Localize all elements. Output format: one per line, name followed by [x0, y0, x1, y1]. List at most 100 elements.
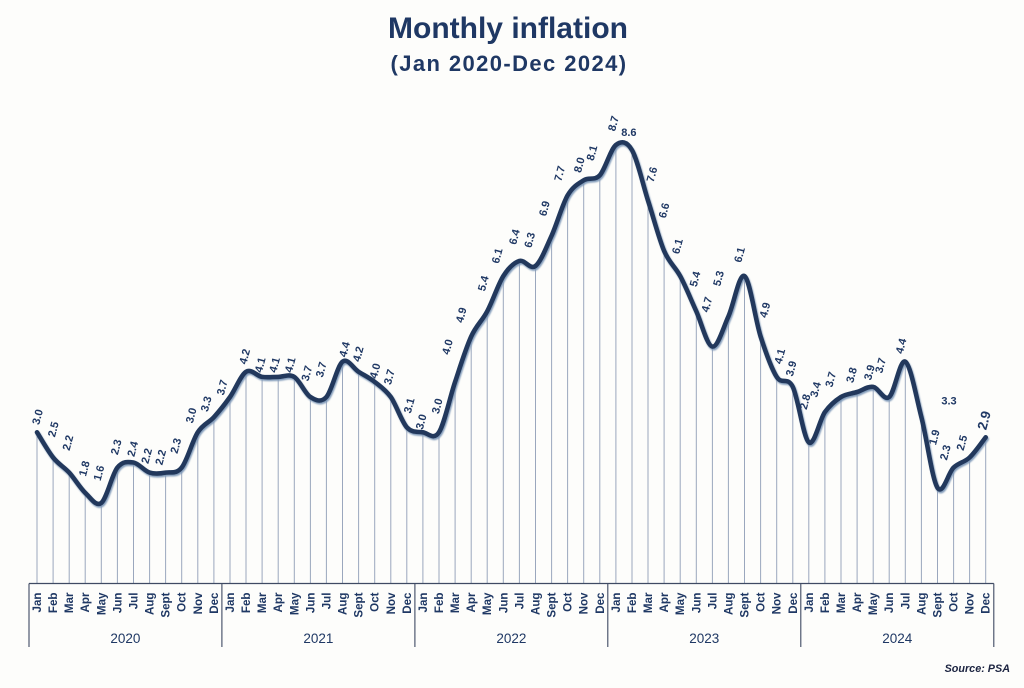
svg-text:5.4: 5.4	[476, 274, 492, 293]
svg-text:Nov: Nov	[192, 592, 205, 614]
svg-text:4.9: 4.9	[758, 301, 774, 319]
svg-text:Jan: Jan	[610, 593, 623, 613]
svg-text:Apr: Apr	[851, 592, 864, 612]
svg-text:2.3: 2.3	[109, 438, 125, 456]
svg-text:4.4: 4.4	[894, 336, 910, 355]
svg-text:3.7: 3.7	[215, 379, 231, 397]
svg-text:Dec: Dec	[787, 592, 800, 614]
svg-text:2.3: 2.3	[169, 437, 185, 455]
svg-text:Oct: Oct	[562, 592, 575, 611]
svg-text:6.1: 6.1	[732, 246, 748, 264]
svg-text:Apr: Apr	[658, 592, 671, 612]
svg-text:Oct: Oct	[755, 592, 768, 611]
svg-text:3.7: 3.7	[300, 364, 316, 382]
svg-text:2.2: 2.2	[154, 448, 170, 466]
svg-text:8.0: 8.0	[572, 156, 588, 174]
svg-text:Jun: Jun	[304, 593, 317, 614]
svg-text:Oct: Oct	[948, 592, 961, 611]
svg-text:Mar: Mar	[835, 592, 848, 613]
svg-text:3.7: 3.7	[314, 361, 330, 379]
svg-text:Aug: Aug	[915, 593, 928, 616]
svg-text:Dec: Dec	[401, 592, 414, 614]
svg-text:2021: 2021	[303, 631, 333, 646]
svg-text:Feb: Feb	[240, 593, 253, 614]
svg-text:Apr: Apr	[272, 592, 285, 612]
svg-text:6.4: 6.4	[507, 227, 523, 246]
svg-text:Nov: Nov	[771, 592, 784, 614]
svg-text:2.5: 2.5	[955, 434, 971, 452]
svg-text:Oct: Oct	[369, 592, 382, 611]
svg-text:3.0: 3.0	[184, 407, 200, 425]
svg-text:Sept: Sept	[160, 592, 173, 617]
svg-text:4.1: 4.1	[267, 356, 283, 374]
svg-text:7.7: 7.7	[553, 165, 569, 183]
svg-text:Feb: Feb	[47, 593, 60, 614]
svg-text:2.5: 2.5	[46, 420, 62, 438]
svg-text:Aug: Aug	[144, 593, 157, 616]
svg-text:May: May	[95, 592, 108, 615]
svg-text:3.0: 3.0	[414, 413, 430, 431]
svg-text:3.0: 3.0	[30, 408, 46, 426]
svg-text:6.3: 6.3	[523, 231, 539, 249]
svg-text:4.0: 4.0	[440, 338, 456, 356]
svg-text:Mar: Mar	[63, 592, 76, 613]
svg-text:3.1: 3.1	[402, 397, 418, 415]
svg-text:Mar: Mar	[642, 592, 655, 613]
svg-text:Aug: Aug	[722, 593, 735, 616]
svg-text:Dec: Dec	[594, 592, 607, 614]
svg-text:1.9: 1.9	[927, 428, 943, 446]
svg-text:May: May	[674, 592, 687, 615]
svg-text:8.7: 8.7	[606, 115, 622, 133]
svg-text:Jul: Jul	[899, 593, 912, 610]
svg-text:May: May	[288, 592, 301, 615]
svg-text:4.1: 4.1	[773, 347, 789, 365]
svg-text:5.4: 5.4	[688, 269, 704, 288]
svg-text:2.3: 2.3	[938, 444, 954, 462]
svg-text:2.2: 2.2	[140, 447, 156, 465]
svg-text:Jun: Jun	[690, 593, 703, 614]
svg-text:3.8: 3.8	[844, 366, 860, 384]
svg-text:4.4: 4.4	[337, 340, 353, 359]
svg-text:7.6: 7.6	[645, 166, 661, 184]
svg-text:May: May	[481, 592, 494, 615]
svg-text:4.2: 4.2	[351, 345, 367, 363]
svg-text:3.3: 3.3	[941, 396, 956, 408]
svg-text:May: May	[867, 592, 880, 615]
svg-text:Jun: Jun	[111, 593, 124, 614]
svg-text:4.7: 4.7	[700, 296, 716, 314]
svg-text:Feb: Feb	[626, 593, 639, 614]
svg-text:3.7: 3.7	[873, 357, 889, 375]
svg-text:2.9: 2.9	[975, 409, 994, 431]
svg-text:3.4: 3.4	[808, 380, 824, 399]
svg-text:8.1: 8.1	[585, 144, 601, 162]
svg-text:Jul: Jul	[128, 593, 141, 610]
svg-text:Sept: Sept	[932, 592, 945, 617]
svg-text:3.0: 3.0	[430, 397, 446, 415]
svg-text:Jan: Jan	[417, 593, 430, 613]
svg-text:Jul: Jul	[320, 593, 333, 610]
svg-text:6.1: 6.1	[490, 247, 506, 265]
svg-text:Jul: Jul	[706, 593, 719, 610]
svg-text:3.7: 3.7	[382, 368, 398, 386]
svg-text:6.6: 6.6	[657, 202, 673, 220]
svg-text:Jan: Jan	[224, 593, 237, 613]
svg-text:6.1: 6.1	[670, 237, 686, 255]
svg-text:4.1: 4.1	[253, 356, 269, 374]
svg-text:Aug: Aug	[337, 593, 350, 616]
svg-text:Nov: Nov	[385, 592, 398, 614]
svg-text:2.2: 2.2	[61, 434, 77, 452]
svg-text:Sept: Sept	[353, 592, 366, 617]
svg-text:Nov: Nov	[578, 592, 591, 614]
svg-text:3.9: 3.9	[862, 364, 878, 382]
svg-text:Feb: Feb	[433, 593, 446, 614]
svg-text:1.8: 1.8	[77, 460, 93, 478]
svg-text:Jan: Jan	[803, 593, 816, 613]
svg-text:2022: 2022	[496, 631, 526, 646]
svg-text:6.9: 6.9	[537, 200, 553, 218]
svg-text:Aug: Aug	[530, 593, 543, 616]
svg-text:4.2: 4.2	[238, 348, 254, 366]
svg-text:Jul: Jul	[513, 593, 526, 610]
svg-text:4.1: 4.1	[283, 356, 299, 374]
svg-text:2024: 2024	[882, 631, 913, 646]
svg-text:Jun: Jun	[497, 593, 510, 614]
